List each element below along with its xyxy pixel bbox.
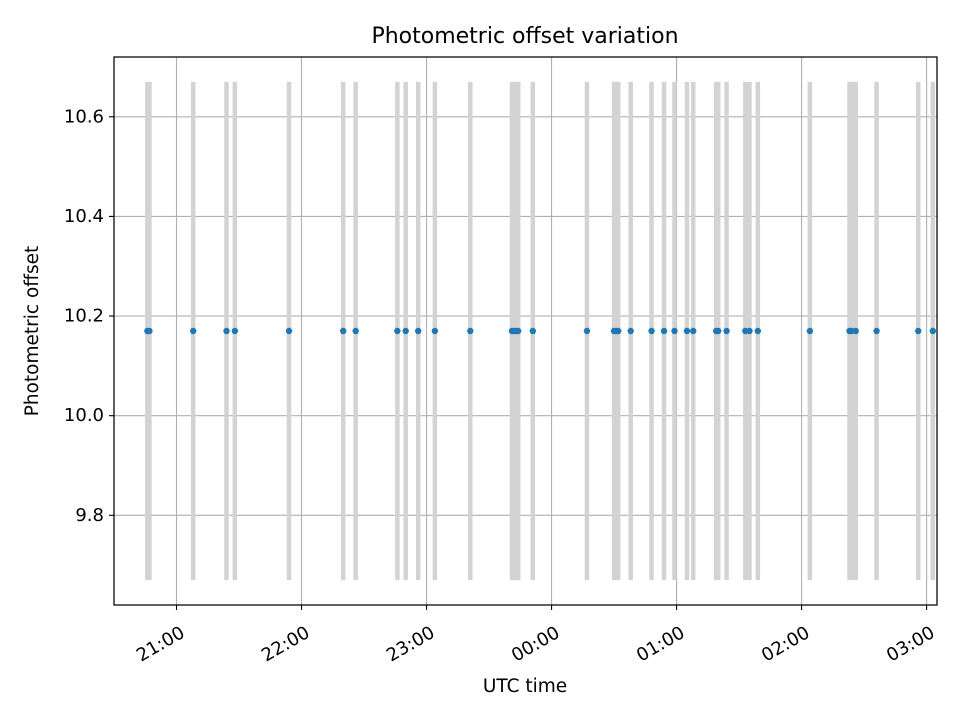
data-point bbox=[231, 327, 239, 335]
data-point bbox=[852, 327, 859, 335]
data-point bbox=[754, 327, 762, 335]
data-point bbox=[402, 327, 409, 335]
data-point bbox=[648, 327, 655, 335]
data-point bbox=[660, 327, 668, 335]
x-axis-label: UTC time bbox=[483, 676, 567, 697]
data-point bbox=[339, 327, 347, 335]
data-point bbox=[146, 327, 153, 335]
data-points bbox=[144, 327, 937, 335]
data-point bbox=[515, 327, 522, 335]
data-point bbox=[746, 327, 753, 335]
data-point bbox=[806, 327, 814, 335]
data-point bbox=[683, 327, 691, 335]
data-point bbox=[915, 327, 922, 335]
data-point bbox=[529, 327, 536, 335]
data-point bbox=[873, 327, 880, 335]
data-point bbox=[189, 327, 197, 335]
y-tick-label: 10.0 bbox=[64, 405, 104, 426]
chart-title: Photometric offset variation bbox=[371, 24, 678, 49]
data-point bbox=[285, 327, 293, 335]
y-axis: 9.8 10.0 10.2 10.4 10.6 bbox=[64, 106, 114, 526]
y-tick-label: 9.8 bbox=[75, 505, 104, 526]
y-axis-label: Photometric offset bbox=[22, 246, 43, 417]
data-point bbox=[929, 327, 937, 335]
plot-frame bbox=[113, 56, 938, 606]
y-tick-label: 10.2 bbox=[64, 306, 104, 327]
data-point bbox=[467, 327, 474, 335]
data-point bbox=[690, 327, 697, 335]
data-point bbox=[223, 327, 230, 335]
data-point bbox=[414, 327, 422, 335]
data-point bbox=[723, 327, 730, 335]
y-tick-label: 10.4 bbox=[64, 206, 104, 227]
data-point bbox=[671, 327, 678, 335]
plot-area bbox=[114, 57, 937, 605]
data-point bbox=[615, 327, 622, 335]
data-point bbox=[431, 327, 439, 335]
data-point bbox=[394, 327, 401, 335]
data-point bbox=[715, 327, 722, 335]
data-point bbox=[352, 327, 359, 335]
data-point bbox=[627, 327, 634, 335]
data-point bbox=[583, 327, 591, 335]
y-tick-label: 10.6 bbox=[64, 106, 104, 127]
